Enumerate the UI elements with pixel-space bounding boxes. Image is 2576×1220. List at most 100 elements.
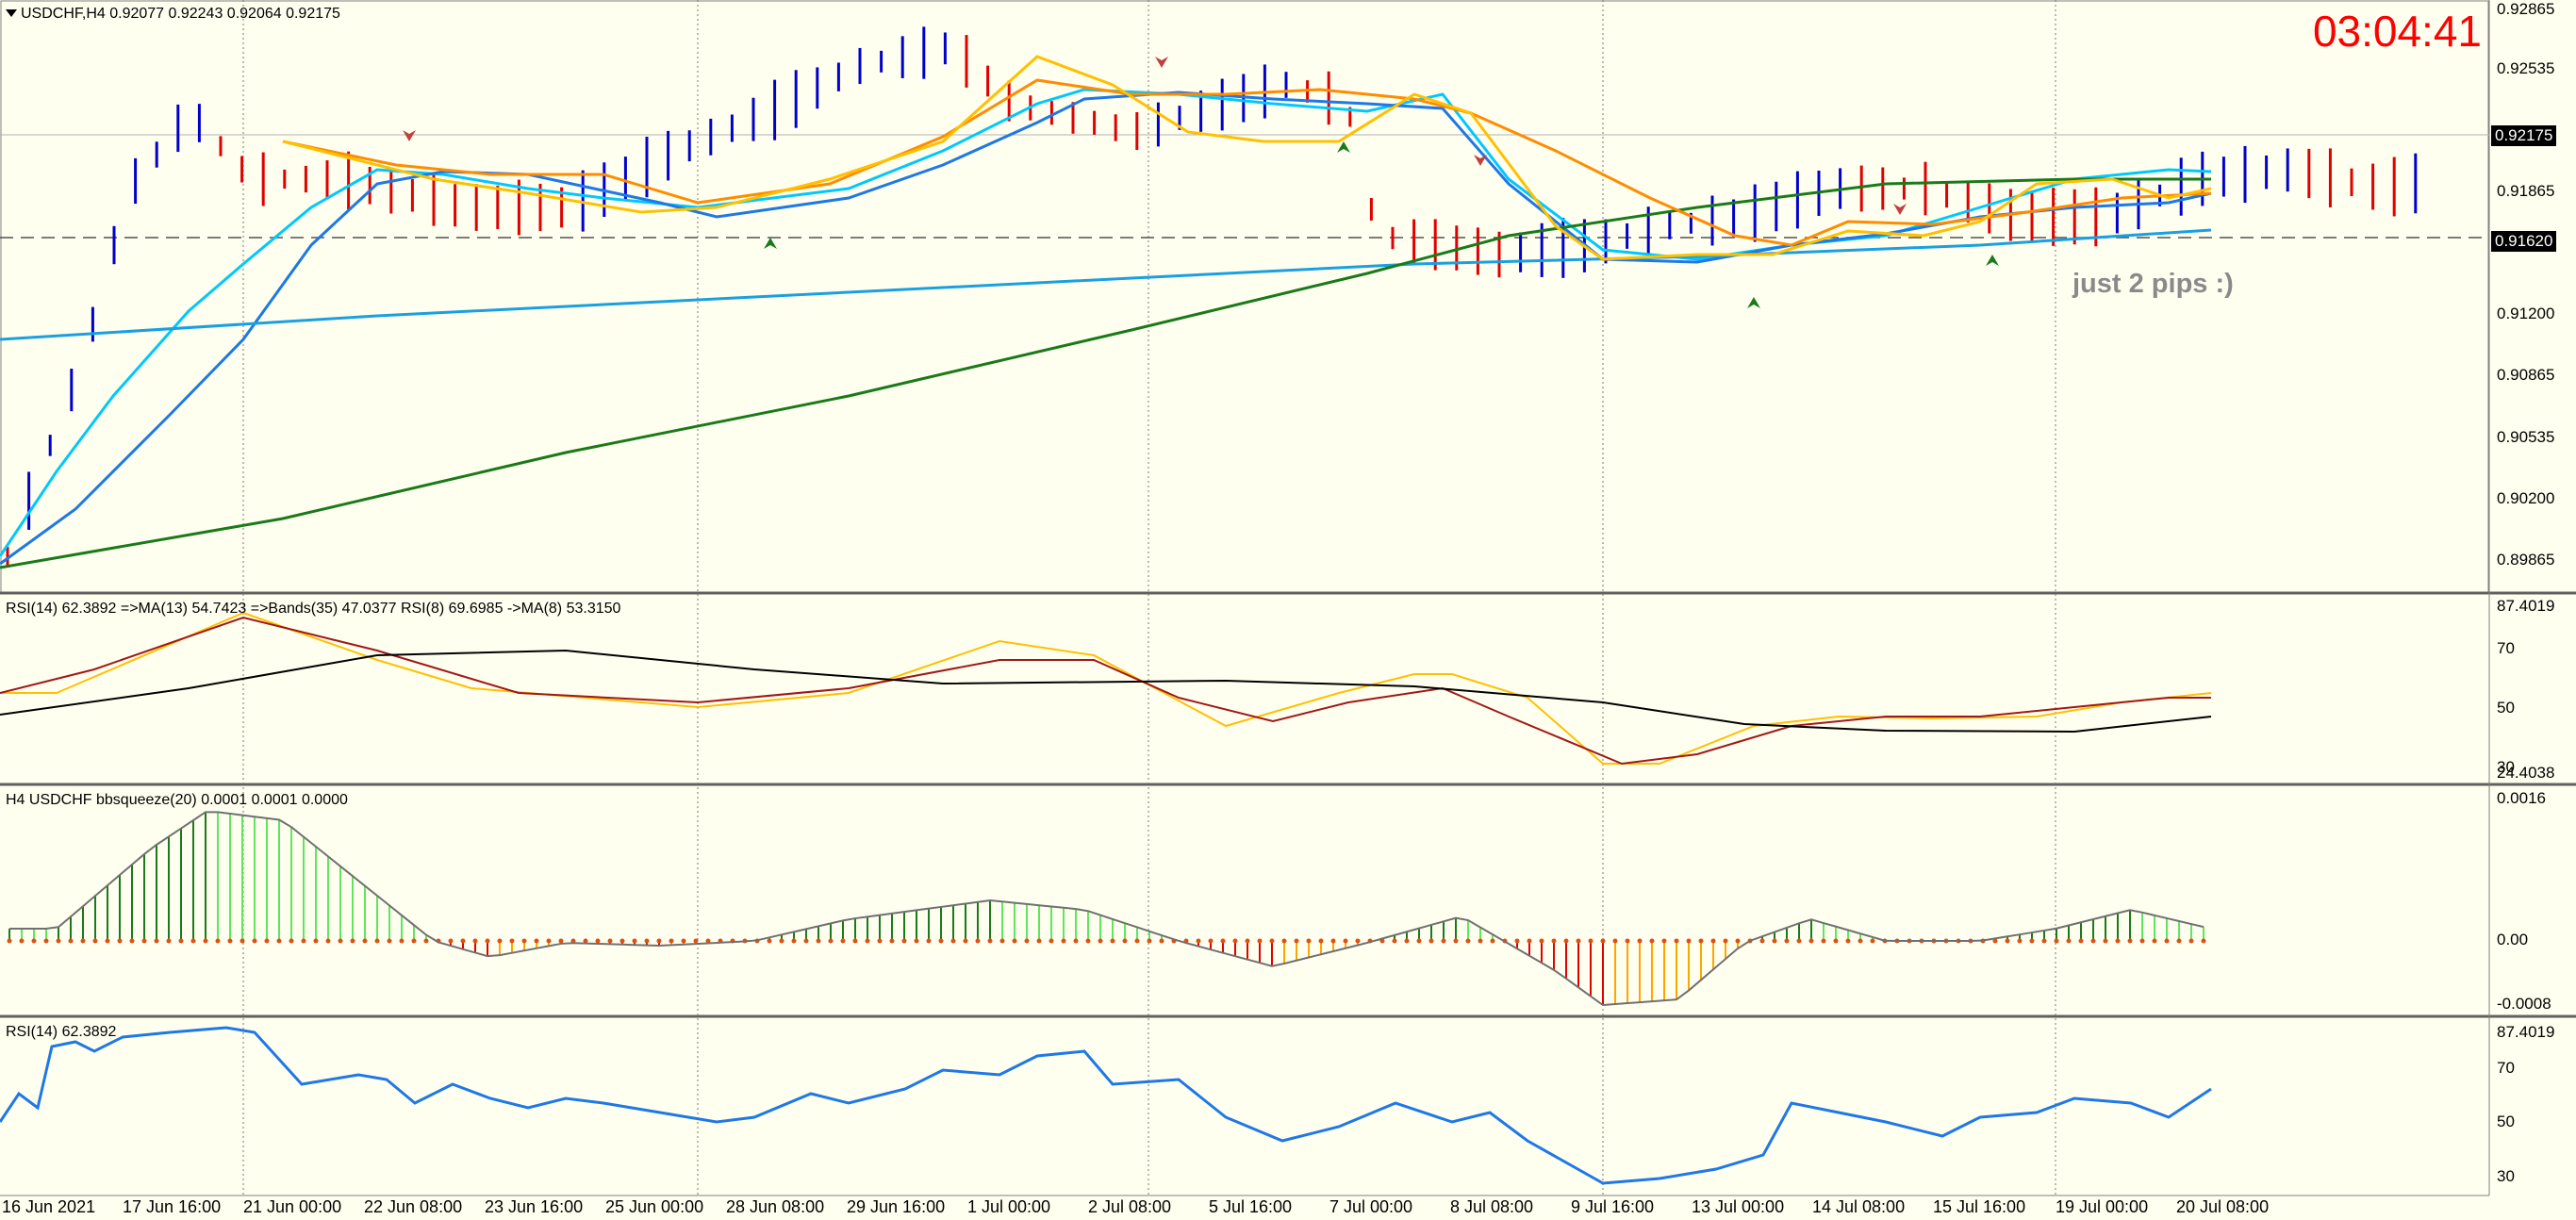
buy-arrow-icon [1747, 297, 1760, 308]
bbsqueeze-dot [791, 938, 797, 944]
bbsqueeze-dot [595, 938, 601, 944]
bbsqueeze-dot [1036, 938, 1042, 944]
bbsqueeze-dot [289, 938, 294, 944]
bbsqueeze-dot [1710, 938, 1716, 944]
bbsqueeze-dot [877, 938, 883, 944]
bbsqueeze-dot [1686, 938, 1692, 944]
date-label: 16 Jun 2021 [2, 1197, 96, 1216]
bbsqueeze-dot [1870, 938, 1875, 944]
date-label: 28 Jun 08:00 [726, 1197, 825, 1216]
sell-arrow-icon [1155, 57, 1168, 68]
bbsqueeze-dot [313, 938, 319, 944]
date-label: 2 Jul 08:00 [1088, 1197, 1172, 1216]
bbsqueeze-level-label: 0.00 [2497, 931, 2529, 948]
bbsqueeze-dot [325, 938, 331, 944]
bbsqueeze-dot [975, 938, 981, 944]
bbsqueeze-dot [950, 938, 956, 944]
bbsqueeze-dot [1428, 938, 1434, 944]
bbsqueeze-dot [632, 938, 637, 944]
date-label: 15 Jul 16:00 [1933, 1197, 2026, 1216]
bbsqueeze-dot [2078, 938, 2084, 944]
bbsqueeze-dot [497, 938, 503, 944]
bbsqueeze-dot [2127, 938, 2133, 944]
bbsqueeze-dot [350, 938, 355, 944]
bbsqueeze-dot [1294, 938, 1299, 944]
bbsqueeze-outline [9, 811, 2204, 1007]
ma-200-line [0, 177, 2211, 569]
bbsqueeze-dot [1649, 938, 1655, 944]
bbsqueeze-dot [43, 938, 49, 944]
date-label: 9 Jul 16:00 [1571, 1197, 1655, 1216]
bbsqueeze-dot [301, 938, 306, 944]
bbsqueeze-dot [1845, 938, 1851, 944]
bbsqueeze-dot [1600, 938, 1606, 944]
bbsqueeze-dot [19, 938, 25, 944]
rsi2-pane-title: RSI(14) 62.3892 [6, 1024, 117, 1040]
bbsqueeze-level-label: 0.0016 [2497, 789, 2546, 807]
bbsqueeze-dot [166, 938, 172, 944]
ma-fast-line [0, 88, 2212, 557]
sell-arrow-icon [403, 130, 416, 141]
bbsqueeze-dot [1220, 938, 1226, 944]
rsi-level-label: 24.4038 [2497, 764, 2555, 782]
dropdown-arrow-icon[interactable] [6, 9, 17, 17]
bbsqueeze-dot [1833, 938, 1839, 944]
bbsqueeze-dot [1330, 938, 1336, 944]
price-label: 0.92865 [2497, 0, 2555, 18]
bbsqueeze-dot [31, 938, 37, 944]
bbsqueeze-dot [2188, 938, 2194, 944]
bbsqueeze-dot [1858, 938, 1863, 944]
bbsqueeze-dot [203, 938, 208, 944]
bbsqueeze-dot [1281, 938, 1287, 944]
date-label: 21 Jun 00:00 [243, 1197, 342, 1216]
date-label: 17 Jun 16:00 [123, 1197, 222, 1216]
bbsqueeze-dot [619, 938, 625, 944]
bbsqueeze-dot [2152, 938, 2157, 944]
bbsqueeze-dot [1637, 938, 1643, 944]
bbsqueeze-dot [190, 938, 196, 944]
bbsqueeze-dot [644, 938, 650, 944]
bbsqueeze-dot [546, 938, 552, 944]
bbsqueeze-dot [2005, 938, 2010, 944]
bbsqueeze-dot [2029, 938, 2035, 944]
rsi-pane-title: RSI(14) 62.3892 =>MA(13) 54.7423 =>Bands… [6, 601, 621, 617]
bbsqueeze-dot [1073, 938, 1079, 944]
bbsqueeze-dot [129, 938, 135, 944]
rsi-ma-line [0, 616, 2211, 766]
bbsqueeze-dot [963, 938, 968, 944]
ma-orange-line [282, 78, 2212, 247]
bbsqueeze-dot [1674, 938, 1679, 944]
bbsqueeze-level-label: -0.0008 [2497, 995, 2551, 1013]
bbsqueeze-dot [178, 938, 184, 944]
bbsqueeze-dot [816, 938, 821, 944]
bbsqueeze-dot [1698, 938, 1704, 944]
bbsqueeze-dot [2176, 938, 2182, 944]
bbsqueeze-dot [987, 938, 993, 944]
bbsqueeze-dot [1147, 938, 1152, 944]
rsi-level-label: 50 [2497, 699, 2515, 717]
bbsqueeze-dot [779, 938, 784, 944]
bbsqueeze-dot [1612, 938, 1618, 944]
bbsqueeze-dot [1085, 938, 1091, 944]
rsi2-level-label: 87.4019 [2497, 1023, 2555, 1041]
price-label: 0.90200 [2497, 489, 2555, 507]
date-label: 5 Jul 16:00 [1209, 1197, 1293, 1216]
bbsqueeze-dot [227, 938, 233, 944]
bbsqueeze-dot [1196, 938, 1201, 944]
bbsqueeze-dot [1355, 938, 1361, 944]
bbsqueeze-dot [1478, 938, 1483, 944]
bbsqueeze-dot [1024, 938, 1030, 944]
bbsqueeze-dot [7, 938, 12, 944]
bbsqueeze-dot [1122, 938, 1128, 944]
bbsqueeze-dot [1759, 938, 1765, 944]
bbsqueeze-dot [448, 938, 454, 944]
bbsqueeze-dot [705, 938, 711, 944]
bbsqueeze-dot [865, 938, 870, 944]
bbsqueeze-dot [828, 938, 834, 944]
bbsqueeze-dot [1061, 938, 1066, 944]
bbsqueeze-dot [1392, 938, 1397, 944]
bbsqueeze-dot [1563, 938, 1569, 944]
bbsqueeze-dot [1784, 938, 1790, 944]
